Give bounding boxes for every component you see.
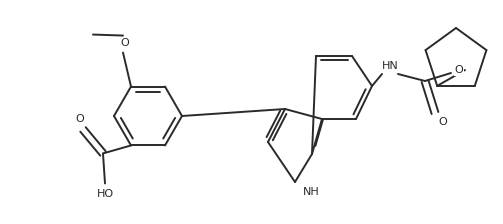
Text: HN: HN bbox=[382, 61, 398, 71]
Text: O: O bbox=[75, 114, 85, 125]
Text: HO: HO bbox=[97, 190, 114, 199]
Text: NH: NH bbox=[303, 187, 320, 197]
Text: O: O bbox=[455, 65, 463, 75]
Text: O: O bbox=[121, 38, 129, 47]
Text: O: O bbox=[439, 117, 447, 127]
